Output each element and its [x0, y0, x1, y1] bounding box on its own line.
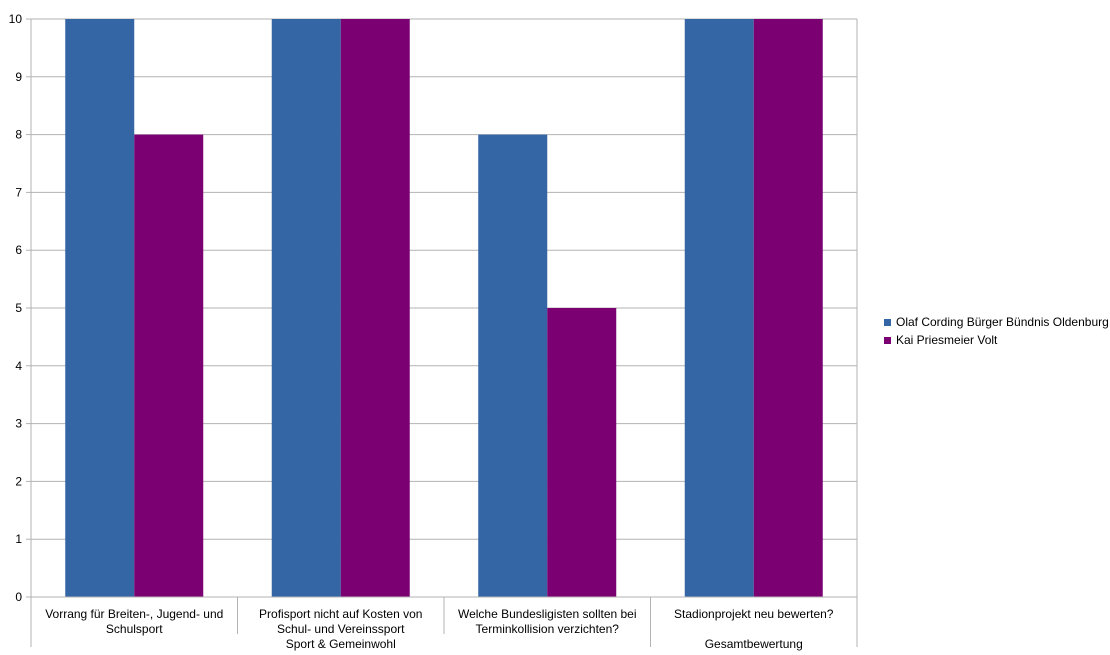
group-label: Gesamtbewertung	[705, 637, 803, 651]
y-tick-label: 9	[15, 70, 22, 84]
y-tick-label: 5	[15, 301, 22, 315]
category-labels: Vorrang für Breiten-, Jugend- undSchulsp…	[45, 607, 834, 636]
category-label: Vorrang für Breiten-, Jugend- und	[45, 607, 223, 621]
y-tick-label: 6	[15, 243, 22, 257]
group-label: Sport & Gemeinwohl	[286, 637, 396, 651]
bar	[684, 19, 754, 597]
bar	[753, 19, 823, 597]
legend-label: Olaf Cording Bürger Bündnis Oldenburg	[896, 315, 1109, 329]
category-label: Schulsport	[106, 622, 163, 636]
y-tick-label: 8	[15, 128, 22, 142]
bar	[134, 134, 204, 597]
y-tick-label: 4	[15, 359, 22, 373]
y-tick-label: 7	[15, 185, 22, 199]
y-tick-label: 2	[15, 474, 22, 488]
bar	[478, 134, 548, 597]
y-tick-label: 0	[15, 590, 22, 604]
legend-swatch	[884, 319, 891, 326]
bars	[65, 19, 823, 597]
category-label: Stadionprojekt neu bewerten?	[674, 607, 834, 621]
y-tick-label: 3	[15, 417, 22, 431]
category-label: Schul- und Vereinssport	[277, 622, 405, 636]
legend-label: Kai Priesmeier Volt	[896, 333, 998, 347]
category-label: Welche Bundesligisten sollten bei	[458, 607, 637, 621]
bar	[65, 19, 135, 597]
axes	[26, 18, 858, 647]
category-label: Profisport nicht auf Kosten von	[259, 607, 422, 621]
y-tick-labels: 0 1 2 3 4 5 6 7 8 9 10	[9, 12, 23, 604]
group-labels: Sport & Gemeinwohl Gesamtbewertung	[286, 637, 803, 651]
legend: Olaf Cording Bürger Bündnis Oldenburg Kai…	[884, 315, 1109, 347]
y-tick-label: 1	[15, 532, 22, 546]
y-tick-label: 10	[9, 12, 23, 26]
legend-swatch	[884, 337, 891, 344]
bar	[271, 19, 341, 597]
bar	[340, 19, 410, 597]
category-label: Terminkollision verzichten?	[476, 622, 620, 636]
bar	[547, 308, 617, 597]
